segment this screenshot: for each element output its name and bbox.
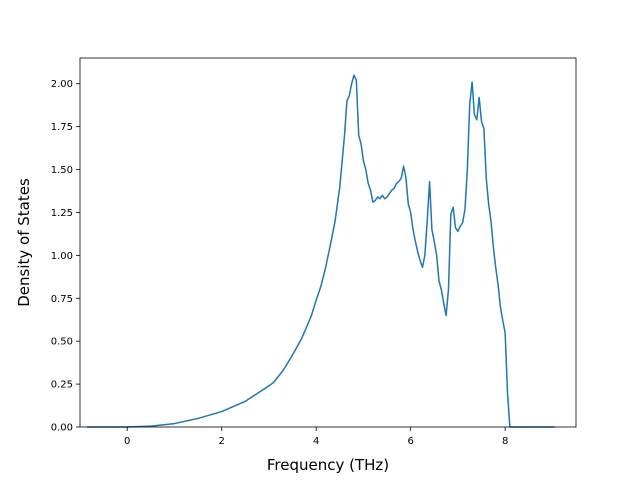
x-tick-label: 6 — [407, 436, 413, 447]
x-tick-label: 8 — [502, 436, 508, 447]
axis-ticks: 0 2 4 6 8 0.00 0.25 0.50 0.75 1.00 1.25 1.50 1.75 2.0… — [51, 79, 509, 447]
x-tick-label: 2 — [219, 436, 225, 447]
y-tick-label: 0.75 — [51, 294, 73, 305]
y-tick-label: 0.25 — [51, 380, 73, 391]
y-tick-label: 0.50 — [51, 337, 73, 348]
y-axis-label: Density of States — [15, 178, 33, 307]
y-tick-label: 2.00 — [51, 79, 73, 90]
y-tick-label: 1.00 — [51, 251, 73, 262]
x-tick-label: 4 — [313, 436, 319, 447]
y-tick-label: 1.75 — [51, 122, 73, 133]
x-axis-label: Frequency (THz) — [267, 456, 389, 474]
y-tick-label: 1.25 — [51, 208, 73, 219]
series-line — [87, 74, 555, 428]
axes-frame — [79, 57, 577, 428]
y-tick-label: 1.50 — [51, 165, 73, 176]
x-tick-label: 0 — [124, 436, 130, 447]
y-tick-label: 0.00 — [51, 423, 73, 434]
plot-area — [87, 74, 555, 428]
